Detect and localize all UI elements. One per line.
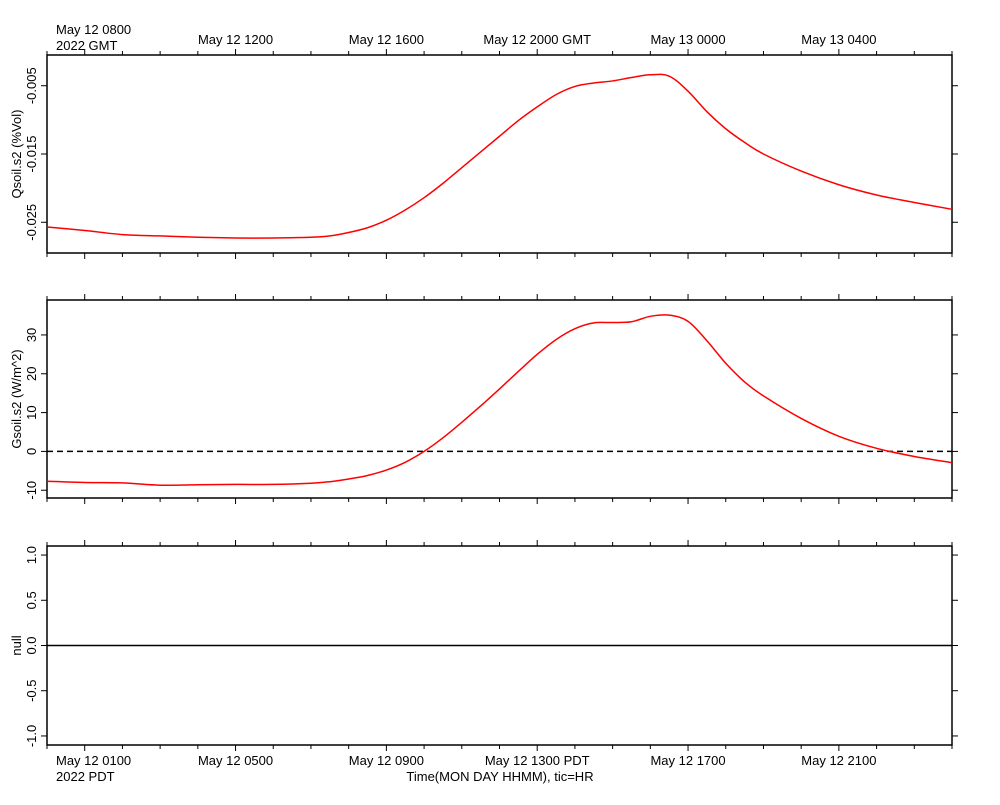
top-axis-first-label: May 12 0800	[56, 22, 131, 37]
bottom-axis-tick-label: May 12 1700	[650, 753, 725, 768]
y-tick-label: -0.5	[24, 680, 39, 702]
y-tick-label: -1.0	[24, 725, 39, 747]
top-axis-tick-label: May 13 0000	[650, 32, 725, 47]
bottom-axis-tick-labels: May 12 0500 May 12 0900 May 12 1300 PDT May…	[198, 753, 877, 768]
y-tick-label: 10	[24, 405, 39, 419]
bottom-axis-tick-label: May 12 0900	[349, 753, 424, 768]
series-line	[46, 314, 953, 487]
top-axis-year-label: 2022 GMT	[56, 38, 117, 53]
panel-gsoil: 30 20 10 0 -10 Gsoil.s2 (W/m^2)	[9, 294, 958, 504]
top-axis-tick-labels: May 12 1200 May 12 1600 May 12 2000 GMT May…	[198, 32, 877, 47]
bottom-axis-tick-label: May 12 0500	[198, 753, 273, 768]
top-axis-tick-label: May 12 1600	[349, 32, 424, 47]
top-axis-tick-label: May 13 0400	[801, 32, 876, 47]
top-axis-tick-label: May 12 1200	[198, 32, 273, 47]
plot-frame	[46, 54, 953, 254]
series-line	[46, 73, 953, 239]
y-tick-label: 30	[24, 328, 39, 342]
plot-frame	[46, 299, 953, 499]
bottom-axis-year-label: 2022 PDT	[56, 769, 115, 784]
y-axis-label: Qsoil.s2 (%Vol)	[9, 110, 24, 199]
y-tick-label: -0.025	[24, 204, 39, 241]
y-axis-label: Gsoil.s2 (W/m^2)	[9, 349, 24, 448]
top-axis-tick-label: May 12 2000 GMT	[483, 32, 591, 47]
y-tick-label: 0	[24, 448, 39, 455]
panel-null: 1.0 0.5 0.0 -0.5 -1.0 null	[9, 540, 958, 751]
y-axis-label: null	[9, 635, 24, 655]
y-tick-label: 0.5	[24, 591, 39, 609]
y-tick-label: 0.0	[24, 636, 39, 654]
y-tick-label: -0.015	[24, 136, 39, 173]
bottom-axis-first-label: May 12 0100	[56, 753, 131, 768]
y-tick-label: -0.005	[24, 67, 39, 104]
x-axis-label: Time(MON DAY HHMM), tic=HR	[406, 769, 593, 784]
y-tick-label: 1.0	[24, 546, 39, 564]
bottom-axis-tick-label: May 12 1300 PDT	[485, 753, 590, 768]
y-tick-label: -10	[24, 481, 39, 500]
y-tick-label: 20	[24, 367, 39, 381]
bottom-axis-tick-label: May 12 2100	[801, 753, 876, 768]
